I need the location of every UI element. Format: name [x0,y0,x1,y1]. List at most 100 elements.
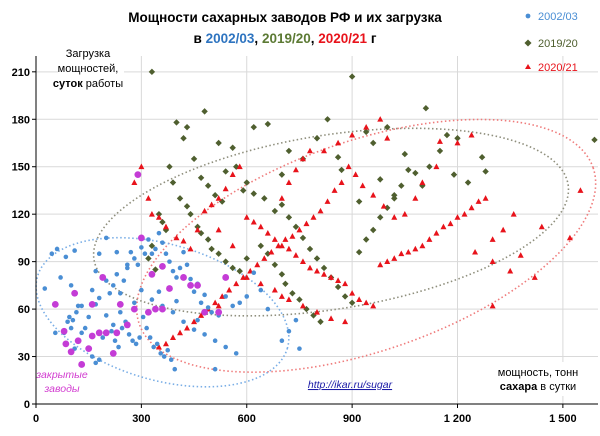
point-2020 [380,203,387,209]
point-closed-plant [159,305,166,313]
point-2002 [172,366,178,372]
point-2002 [158,351,163,356]
point-2019 [313,135,321,142]
point-2020 [278,195,285,201]
point-2002 [68,283,74,288]
point-2020 [500,226,507,233]
ylabel-line3: суток работы [53,78,123,90]
x-tick-label-900: 900 [343,413,361,425]
point-2002 [188,276,193,282]
point-2019 [145,255,152,262]
point-2020 [461,210,468,217]
point-2020 [289,233,296,239]
point-2020 [215,195,222,201]
point-closed-plant [130,305,138,313]
point-2002 [72,248,77,253]
point-2020 [482,195,489,201]
point-2019 [173,119,180,126]
point-2002 [137,335,142,340]
point-2019 [264,120,272,128]
point-2019 [176,195,184,202]
point-2002 [160,240,165,245]
point-2020 [377,261,384,268]
point-2019 [370,226,377,234]
xlabel-background [490,362,588,396]
point-2019 [482,168,489,175]
point-2002 [181,249,186,255]
point-2002 [191,327,197,332]
point-2020 [317,207,324,214]
point-2019 [271,207,279,215]
source-link[interactable]: http://ikar.ru/sugar [308,379,393,391]
point-2020 [328,315,335,321]
ellipse-2002 [35,236,290,388]
point-2020 [292,166,299,173]
point-closed-plant [145,308,152,316]
point-2020 [155,343,162,350]
point-2002 [112,338,118,344]
point-2020 [384,258,391,265]
point-closed-plant [159,262,166,270]
point-2020 [489,302,496,309]
legend-label-2019: 2019/20 [538,38,578,50]
point-2019 [278,201,286,208]
point-2002 [205,305,211,310]
point-2020 [314,267,320,274]
point-2020 [303,220,310,227]
y-tick-label-120: 120 [12,209,30,221]
y-tick-label-180: 180 [12,114,30,126]
legend-label-2020: 2020/21 [538,62,578,74]
point-2019 [306,245,314,253]
title-series-2019: 2019/20 [262,31,311,46]
point-2020 [191,318,198,325]
xlabel-line2: сахара в сутки [500,381,576,393]
point-2019 [426,163,433,170]
point-closed-plant [148,270,156,278]
point-2019 [289,290,296,297]
point-2019 [384,123,391,131]
data-points [42,68,598,372]
point-closed-plant [78,361,86,368]
point-2019 [324,116,331,123]
point-2020 [257,280,264,287]
point-closed-plant [88,300,96,308]
point-2019 [384,204,391,212]
point-2020 [261,255,268,261]
point-closed-plant [137,234,145,242]
point-2020 [335,277,342,284]
point-2019 [229,264,236,272]
point-2020 [201,207,208,214]
point-2002 [154,341,160,347]
point-2020 [349,131,356,138]
point-2002 [167,259,172,264]
point-2002 [109,328,114,334]
point-2020 [155,214,162,220]
point-2019 [278,271,286,278]
point-2020 [328,274,335,280]
point-2002 [68,325,74,331]
point-2020 [243,274,250,280]
point-2002 [121,278,127,283]
point-2002 [128,249,134,255]
point-2019 [264,250,272,257]
chart-title-line2: в 2002/03, 2019/20, 2020/21 г [194,31,377,46]
point-2019 [282,280,289,287]
point-2020 [331,187,338,193]
point-2019 [355,248,363,256]
point-2002 [293,317,299,323]
point-2019 [334,154,342,161]
point-2002 [63,254,69,260]
point-2020 [335,139,342,146]
point-2002 [93,360,99,366]
point-2002 [58,275,63,280]
point-2020 [426,236,433,242]
point-2020 [419,179,426,185]
point-2002 [181,319,186,325]
point-2020 [531,274,538,280]
point-2002 [89,287,95,293]
point-2002 [70,317,76,323]
point-2002 [114,249,120,255]
point-2019 [285,214,293,221]
point-2020 [180,237,187,244]
point-2020 [419,242,426,249]
